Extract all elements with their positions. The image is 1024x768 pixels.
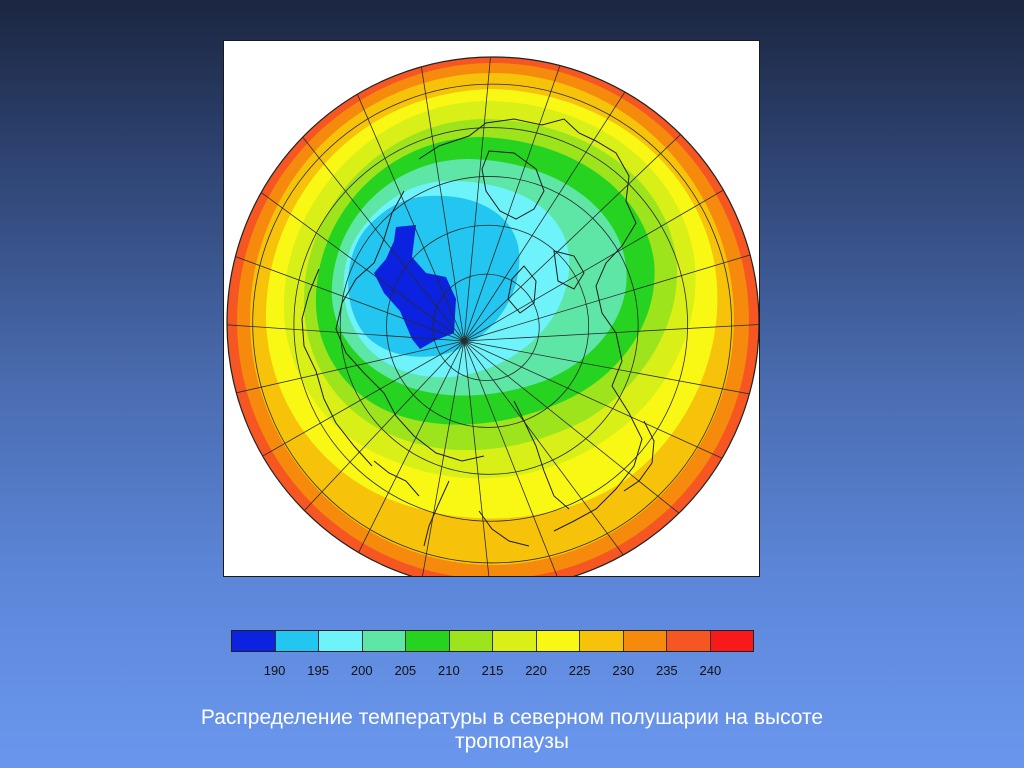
meridian-line <box>227 246 465 342</box>
legend-tick-label: 200 <box>350 663 373 678</box>
legend-swatch <box>493 631 537 651</box>
temp-band-190-core <box>374 225 456 349</box>
legend-swatch <box>580 631 624 651</box>
meridian-line <box>463 340 494 576</box>
caption-line-2: тропопаузы <box>454 730 570 753</box>
coastlines <box>301 118 655 547</box>
legend-tick-label: 210 <box>438 663 460 678</box>
legend-swatch <box>667 631 711 651</box>
meridian-line <box>416 57 465 342</box>
latitude-line <box>432 273 540 381</box>
legend-swatch <box>362 631 406 651</box>
meridian-line <box>463 57 494 342</box>
meridian-line <box>285 340 465 531</box>
color-legend-bar <box>231 630 754 652</box>
graticule <box>227 57 759 576</box>
meridian-line <box>239 176 465 342</box>
legend-tick-label: 220 <box>525 663 547 678</box>
legend-tick-label: 190 <box>263 663 286 678</box>
polar-map-graphic <box>226 56 759 576</box>
meridian-line <box>227 340 465 400</box>
legend-swatch <box>406 631 450 651</box>
temperature-map <box>223 40 760 577</box>
meridian-line <box>463 115 701 342</box>
caption-line-1: Распределение температуры в северном пол… <box>200 706 824 729</box>
legend-swatch <box>536 631 580 651</box>
legend-tick-label: 195 <box>307 663 329 678</box>
legend-swatch <box>232 631 276 651</box>
color-legend-labels: 190 195 200 205 210 215 220 225 230 235 240 <box>0 663 1024 683</box>
meridian-line <box>463 69 640 342</box>
latitude-line <box>386 224 590 428</box>
legend-tick-label: 240 <box>699 663 722 678</box>
meridian-line <box>346 340 465 576</box>
legend-tick-label: 215 <box>481 663 504 678</box>
meridian-line <box>463 57 570 342</box>
meridian-line <box>463 246 759 342</box>
meridian-line <box>416 340 465 576</box>
meridian-line <box>227 322 465 342</box>
meridian-line <box>463 340 701 531</box>
meridian-line <box>463 340 570 576</box>
legend-swatch <box>710 631 753 651</box>
meridian-line <box>463 322 759 342</box>
legend-swatch <box>623 631 667 651</box>
meridian-line <box>463 340 640 576</box>
meridian-line <box>463 176 747 342</box>
slide-caption: Распределение температуры в северном пол… <box>100 706 924 754</box>
legend-tick-label: 230 <box>612 663 635 678</box>
latitude-line <box>252 83 732 564</box>
meridian-line <box>463 340 759 400</box>
meridian-line <box>346 69 465 342</box>
legend-tick-label: 205 <box>394 663 417 678</box>
latitude-line <box>339 176 639 475</box>
meridian-line <box>285 115 465 342</box>
legend-swatch <box>449 631 493 651</box>
legend-swatch <box>275 631 319 651</box>
meridian-line <box>463 340 747 470</box>
meridian-line <box>239 340 465 470</box>
legend-swatch <box>319 631 363 651</box>
legend-tick-label: 235 <box>655 663 678 678</box>
legend-tick-label: 225 <box>568 663 591 678</box>
latitude-line <box>293 127 688 522</box>
globe-outline <box>226 56 759 576</box>
